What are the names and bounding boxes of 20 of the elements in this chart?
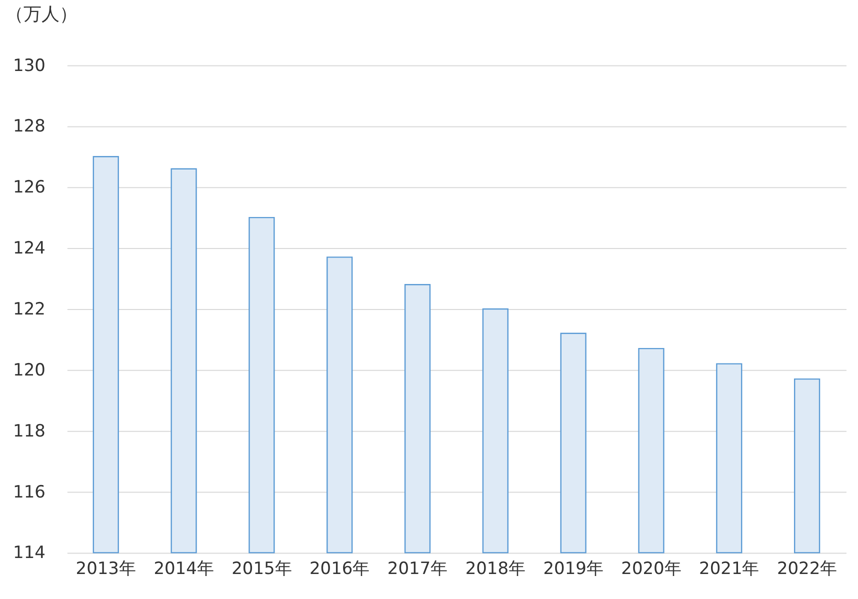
- x-tick-label: 2019年: [543, 559, 604, 580]
- x-tick-label: 2020年: [621, 559, 682, 580]
- x-tick-label: 2016年: [310, 559, 370, 580]
- y-tick-label: 122: [13, 299, 46, 320]
- y-tick-label: 116: [13, 482, 46, 502]
- y-tick-label: 118: [13, 421, 46, 442]
- y-tick-label: 126: [13, 178, 46, 198]
- x-tick-label: 2014年: [154, 559, 214, 580]
- y-tick-label: 120: [13, 360, 46, 380]
- x-tick-label: 2017年: [387, 559, 448, 580]
- y-tick-label: 128: [13, 116, 46, 137]
- y-tick-label: 114: [13, 543, 46, 564]
- y-axis-title: （万人）: [5, 4, 78, 25]
- y-tick-label: 124: [13, 238, 46, 259]
- x-tick-label: 2018年: [465, 559, 526, 580]
- x-tick-label: 2022年: [776, 559, 838, 580]
- x-tick-label: 2015年: [232, 559, 292, 580]
- x-tick-label: 2021年: [699, 559, 760, 580]
- x-tick-label: 2013年: [76, 559, 136, 580]
- y-tick-label: 130: [13, 56, 46, 76]
